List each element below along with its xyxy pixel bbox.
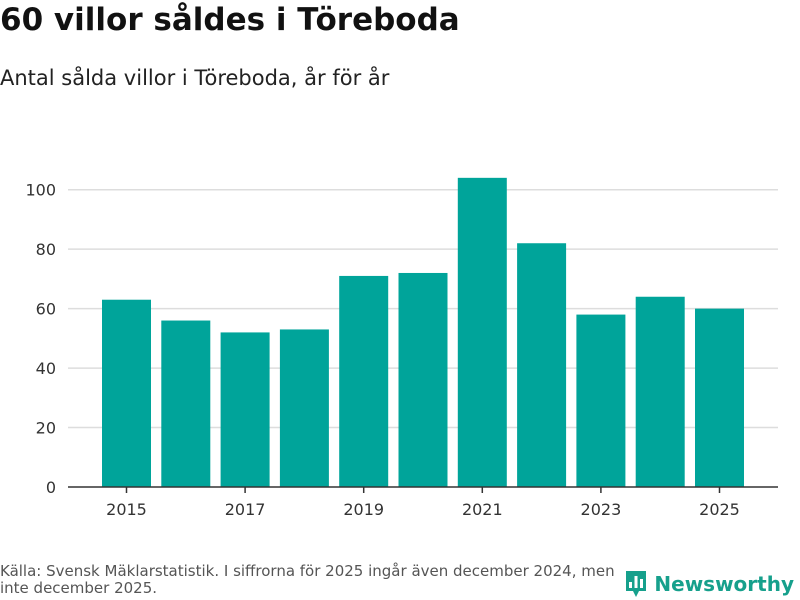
newsworthy-logo[interactable]: Newsworthy	[624, 570, 794, 598]
x-tick-label: 2023	[581, 500, 622, 519]
y-tick-label: 20	[36, 419, 56, 438]
x-tick-label: 2015	[106, 500, 147, 519]
x-tick-label: 2019	[343, 500, 384, 519]
x-tick-label: 2025	[699, 500, 740, 519]
bar-chart: 0 20 40 60 80 100 2015 2017 2019 2021 2023 2025	[25, 177, 778, 519]
bar-2019	[339, 275, 389, 487]
bar-2020	[398, 272, 448, 487]
bar-2018	[279, 329, 329, 487]
bar-2017	[220, 332, 270, 487]
bar-2021	[457, 177, 507, 487]
x-tick-label: 2021	[462, 500, 503, 519]
x-tick-label: 2017	[225, 500, 266, 519]
bar-2015	[102, 299, 151, 487]
source-note: Källa: Svensk Mäklarstatistik. I siffror…	[0, 562, 615, 597]
brand-name: Newsworthy	[654, 572, 794, 596]
bar-2025	[695, 308, 744, 487]
chart-subtitle: Antal sålda villor i Töreboda, år för år	[0, 66, 390, 90]
bar-2024	[635, 296, 685, 487]
y-tick-label: 0	[46, 478, 56, 497]
y-tick-label: 60	[36, 300, 56, 319]
chart-title: 60 villor såldes i Töreboda	[0, 2, 460, 38]
y-tick-label: 40	[36, 359, 56, 378]
bar-2016	[161, 320, 211, 487]
bar-2023	[576, 314, 626, 487]
y-tick-label: 100	[25, 181, 56, 200]
y-tick-label: 80	[36, 240, 56, 259]
newsworthy-logo-icon	[626, 571, 647, 597]
bar-2022	[517, 243, 567, 487]
